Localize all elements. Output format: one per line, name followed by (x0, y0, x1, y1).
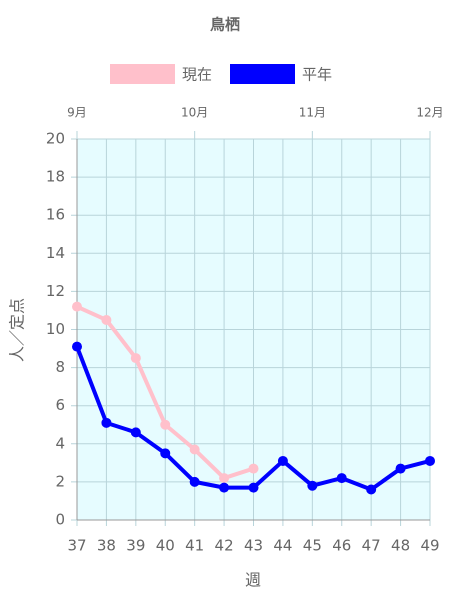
x-tick-label: 40 (156, 537, 175, 555)
y-axis-label: 人／定点 (8, 298, 27, 362)
data-point (395, 463, 406, 474)
y-tick-label: 10 (46, 320, 65, 338)
data-point (72, 301, 82, 312)
data-point (189, 444, 200, 455)
x-tick-label: 37 (67, 537, 86, 555)
data-point (366, 484, 377, 495)
x-tick-label: 43 (244, 537, 263, 555)
x-tick-label: 42 (215, 537, 234, 555)
data-point (336, 473, 347, 484)
y-tick-label: 2 (55, 472, 65, 490)
y-tick-label: 14 (46, 244, 65, 262)
top-tick-label: 12月 (416, 106, 443, 120)
data-point (248, 463, 259, 474)
legend-label[interactable]: 平年 (302, 66, 332, 84)
x-tick-label: 49 (420, 537, 439, 555)
x-tick-label: 46 (332, 537, 351, 555)
data-point (101, 314, 112, 325)
data-point (219, 482, 230, 493)
x-tick-label: 48 (391, 537, 410, 555)
x-axis-label: 週 (245, 571, 261, 590)
data-point (130, 353, 141, 364)
x-tick-label: 44 (273, 537, 292, 555)
chart-title: 鳥栖 (210, 16, 240, 34)
x-tick-label: 47 (362, 537, 381, 555)
y-tick-label: 4 (55, 434, 65, 452)
y-tick-label: 16 (46, 206, 65, 224)
data-point (160, 448, 171, 459)
data-point (425, 455, 435, 466)
y-tick-label: 6 (55, 396, 65, 414)
x-tick-label: 38 (97, 537, 116, 555)
data-point (101, 417, 112, 428)
data-point (160, 419, 171, 430)
data-point (72, 341, 82, 352)
y-tick-label: 0 (55, 511, 65, 529)
y-tick-label: 8 (55, 358, 65, 376)
legend-label[interactable]: 現在 (182, 66, 212, 84)
data-point (277, 455, 288, 466)
data-point (219, 473, 230, 484)
data-point (248, 482, 259, 493)
data-point (130, 427, 141, 438)
data-point (307, 480, 318, 491)
x-tick-label: 39 (126, 537, 145, 555)
top-tick-label: 11月 (299, 106, 326, 120)
x-tick-label: 45 (303, 537, 322, 555)
data-point (189, 476, 200, 487)
top-tick-label: 10月 (181, 106, 208, 120)
y-tick-label: 18 (46, 168, 65, 186)
x-tick-label: 41 (185, 537, 204, 555)
legend-swatch[interactable] (110, 64, 175, 84)
y-tick-label: 12 (46, 282, 65, 300)
y-tick-label: 20 (46, 130, 65, 148)
legend-swatch[interactable] (230, 64, 295, 84)
top-tick-label: 9月 (67, 106, 87, 120)
